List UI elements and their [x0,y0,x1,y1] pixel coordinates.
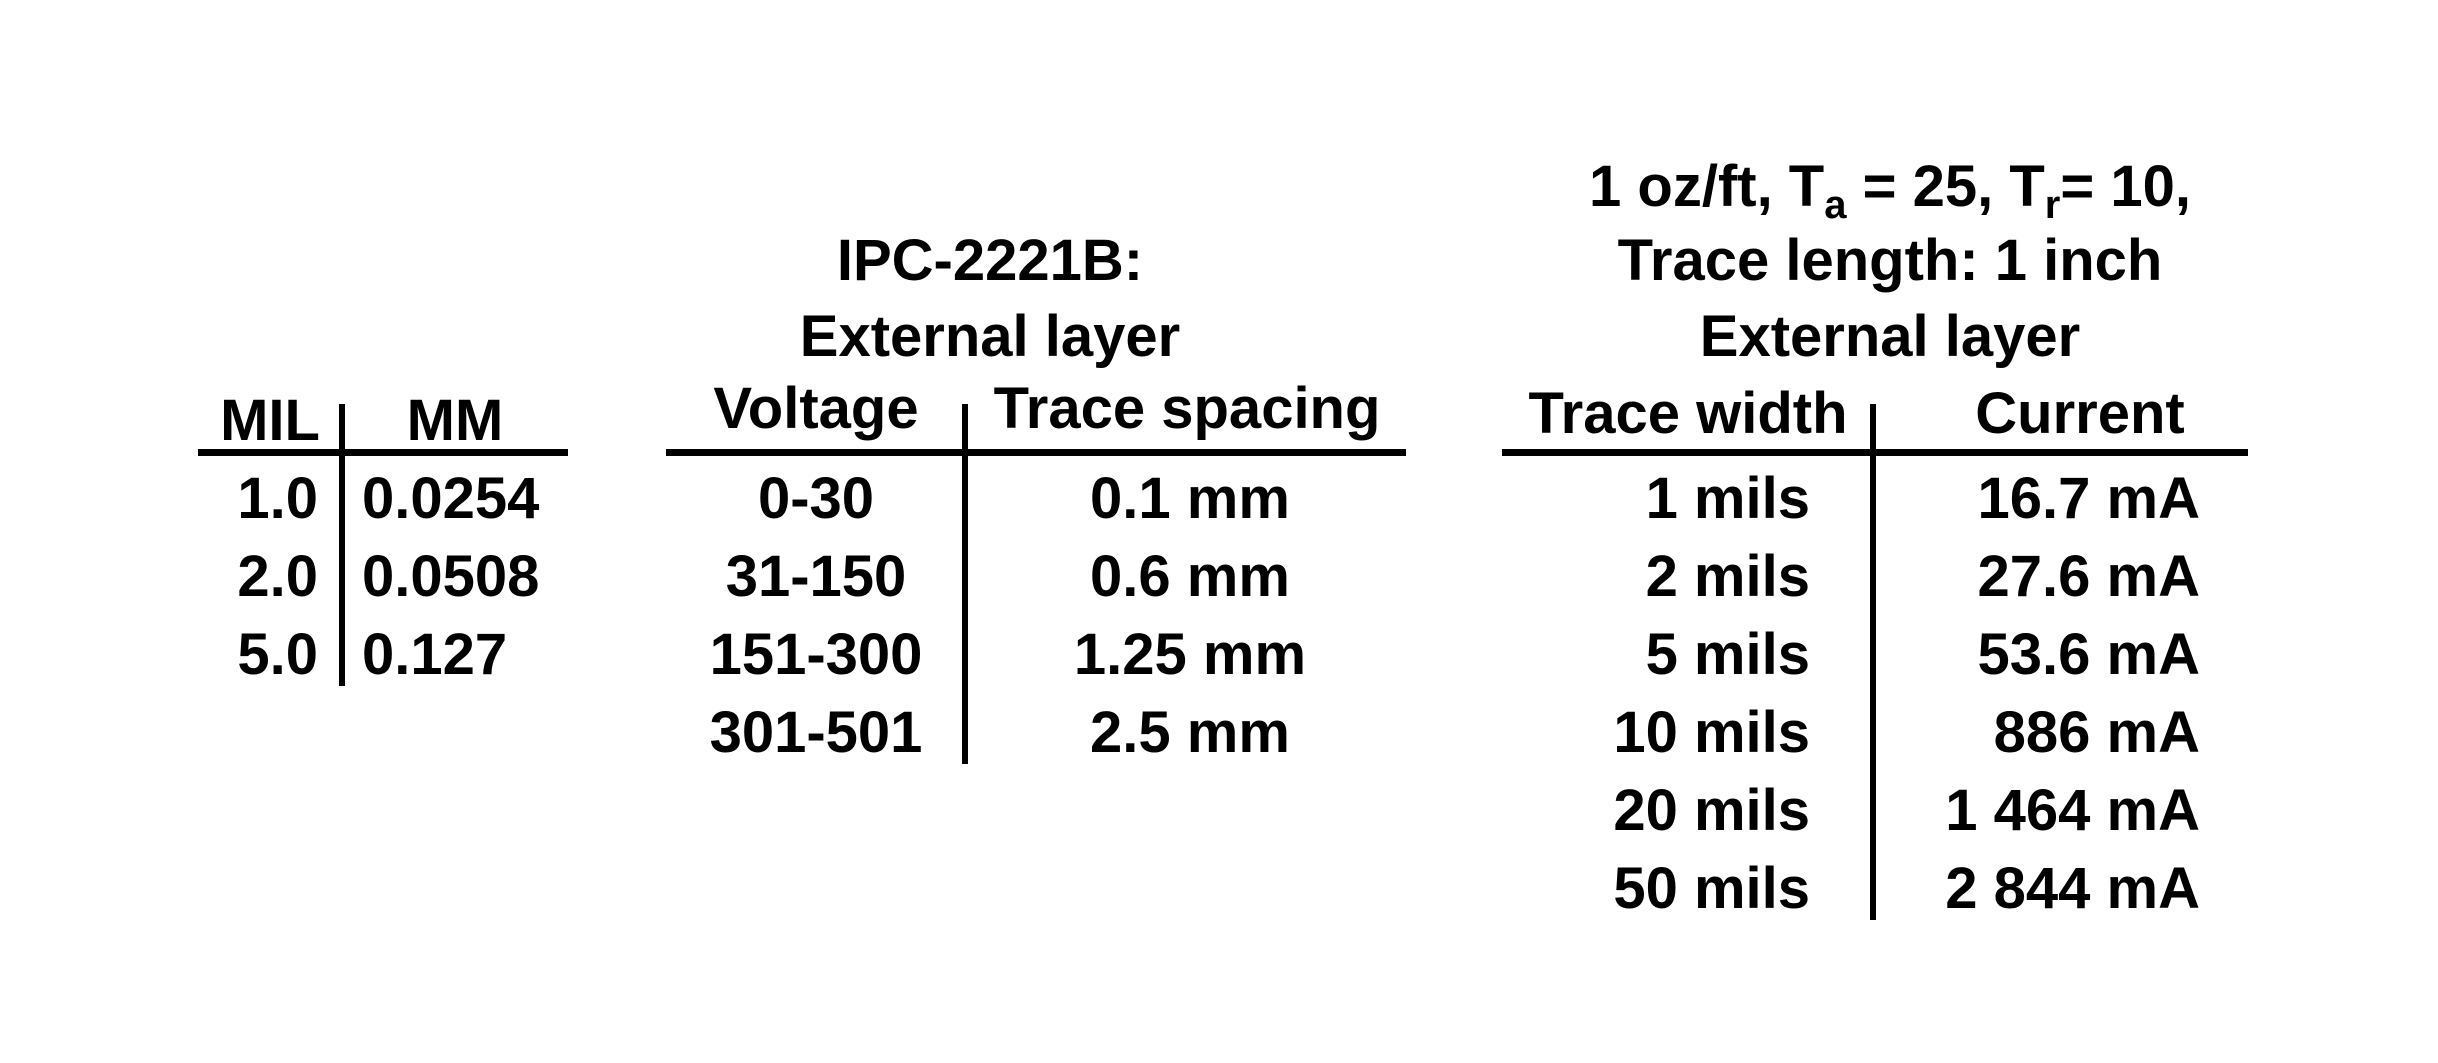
voltage-cell: 31-150 [725,544,907,609]
header-rule [666,449,1406,456]
mil-cell: 5.0 [237,622,318,687]
current-header: Current [1975,381,2185,446]
header-rule [198,449,568,456]
column-divider [962,404,968,764]
mm-cell: 0.0254 [362,466,540,531]
current-title-line-3: External layer [1699,304,2081,369]
spacing-cell: 0.1 mm [1090,466,1290,531]
voltage-cell: 151-300 [709,622,923,687]
trace-width-cell: 50 mils [1613,856,1810,921]
mil-cell: 1.0 [237,466,318,531]
trace-width-cell: 5 mils [1645,622,1810,687]
mil-cell: 2.0 [237,544,318,609]
spacing-cell: 1.25 mm [1073,622,1307,687]
spacing-cell: 0.6 mm [1090,544,1290,609]
column-divider [1870,404,1876,920]
trace-width-cell: 1 mils [1645,466,1810,531]
trace-width-cell: 10 mils [1613,700,1810,765]
current-cell: 27.6 mA [1977,544,2200,609]
voltage-header: Voltage [713,376,919,441]
ipc-subtitle: External layer [799,304,1181,369]
current-title-line-2: Trace length: 1 inch [1617,228,2163,293]
current-title-line-1: 1 oz/ft, Ta = 25, Tr= 10, [1589,154,2191,227]
voltage-cell: 0-30 [757,466,875,531]
mm-header: MM [406,388,504,453]
ipc-title: IPC-2221B: [836,228,1144,293]
current-cell: 53.6 mA [1977,622,2200,687]
current-cell: 2 844 mA [1945,856,2200,921]
mil-header: MIL [220,388,320,453]
trace-width-cell: 20 mils [1613,778,1810,843]
current-cell: 886 mA [1993,700,2200,765]
mm-cell: 0.0508 [362,544,540,609]
spacing-cell: 2.5 mm [1090,700,1290,765]
current-cell: 16.7 mA [1977,466,2200,531]
trace-width-header: Trace width [1528,381,1848,446]
voltage-cell: 301-501 [709,700,923,765]
current-cell: 1 464 mA [1945,778,2200,843]
mm-cell: 0.127 [362,622,508,687]
trace-width-cell: 2 mils [1645,544,1810,609]
column-divider [339,404,345,686]
trace-spacing-header: Trace spacing [993,376,1381,441]
